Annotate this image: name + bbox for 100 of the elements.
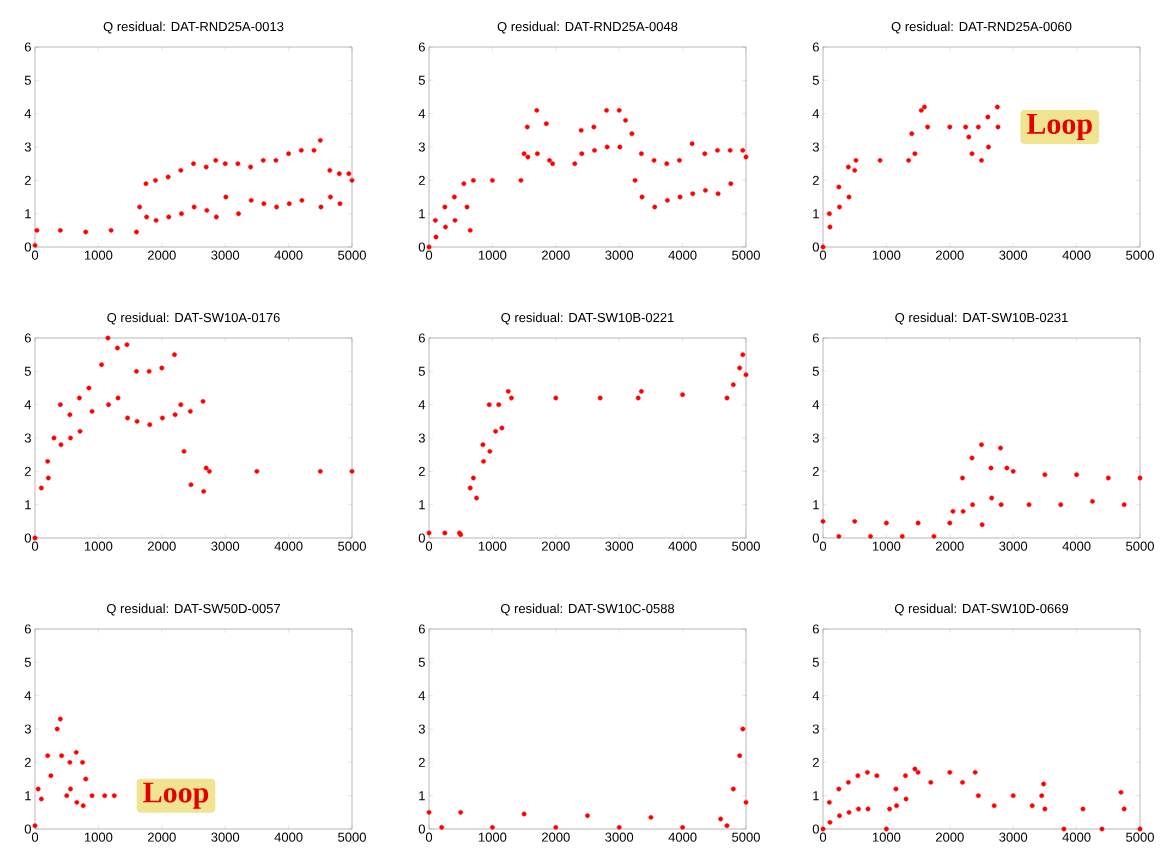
y-tick-label: 3 — [418, 433, 425, 443]
chart-title: Q residual: DAT-SW50D-0057 — [106, 603, 281, 616]
x-tick-label: 4000 — [1062, 832, 1091, 842]
y-tick-label: 0 — [812, 533, 819, 543]
x-tick-label: 4000 — [274, 832, 303, 842]
y-tick-label: 4 — [812, 691, 820, 701]
chart-title: Q residual: DAT-RND25A-0048 — [497, 21, 678, 34]
y-tick-label: 3 — [24, 433, 31, 443]
chart-title: Q residual: DAT-SW10B-0221 — [501, 312, 674, 325]
y-tick-label: 2 — [812, 466, 819, 476]
x-tick-label: 4000 — [1062, 541, 1091, 551]
x-tick-label: 1000 — [872, 250, 901, 260]
x-tick-label: 5000 — [338, 250, 366, 260]
y-tick-label: 2 — [418, 757, 425, 767]
y-tick-label: 2 — [812, 175, 819, 185]
y-tick-label: 4 — [812, 109, 820, 119]
x-tick-label: 4000 — [668, 541, 697, 551]
x-tick-label: 5000 — [732, 541, 760, 551]
y-tick-label: 5 — [812, 75, 819, 85]
y-tick-label: 1 — [25, 500, 31, 510]
y-tick-label: 6 — [24, 42, 31, 52]
y-tick-label: 4 — [812, 400, 820, 410]
x-tick-label: 3000 — [605, 541, 634, 551]
y-tick-label: 1 — [813, 209, 819, 219]
x-tick-label: 1000 — [478, 541, 507, 551]
x-tick-label: 3000 — [999, 250, 1028, 260]
y-tick-label: 5 — [24, 657, 31, 667]
y-tick-label: 4 — [24, 400, 32, 410]
y-tick-label: 1 — [25, 209, 31, 219]
x-tick-label: 2000 — [542, 250, 570, 260]
x-tick-label: 3000 — [999, 832, 1028, 842]
y-tick-label: 0 — [24, 533, 31, 543]
x-tick-label: 1000 — [872, 832, 901, 842]
x-tick-label: 1000 — [84, 250, 113, 260]
y-tick-label: 0 — [418, 824, 425, 834]
x-tick-label: 5000 — [338, 832, 366, 842]
y-tick-label: 5 — [24, 366, 31, 376]
y-tick-label: 1 — [419, 500, 425, 510]
x-tick-label: 5000 — [732, 832, 760, 842]
annotation: Loop — [143, 782, 209, 809]
y-tick-label: 6 — [418, 624, 425, 634]
y-tick-label: 2 — [418, 175, 425, 185]
y-tick-label: 6 — [24, 333, 31, 343]
x-tick-label: 2000 — [936, 832, 964, 842]
y-tick-label: 6 — [24, 624, 31, 634]
x-tick-label: 5000 — [732, 250, 760, 260]
y-tick-label: 6 — [812, 42, 819, 52]
x-tick-label: 1000 — [872, 541, 901, 551]
y-tick-label: 6 — [418, 333, 425, 343]
y-tick-label: 2 — [24, 466, 31, 476]
y-tick-label: 0 — [418, 242, 425, 252]
x-tick-label: 2000 — [542, 541, 570, 551]
x-tick-label: 5000 — [1126, 541, 1154, 551]
y-tick-label: 5 — [812, 657, 819, 667]
chart-title: Q residual: DAT-SW10A-0176 — [107, 312, 280, 325]
y-tick-label: 3 — [418, 142, 425, 152]
y-tick-label: 1 — [419, 209, 425, 219]
x-tick-label: 5000 — [338, 541, 366, 551]
chart-title: Q residual: DAT-SW10C-0588 — [500, 603, 675, 616]
y-tick-label: 3 — [24, 142, 31, 152]
y-tick-label: 1 — [813, 500, 819, 510]
y-tick-label: 6 — [812, 333, 819, 343]
y-tick-label: 2 — [24, 175, 31, 185]
y-tick-label: 5 — [418, 657, 425, 667]
x-tick-label: 4000 — [668, 250, 697, 260]
y-tick-label: 4 — [418, 400, 426, 410]
x-tick-label: 4000 — [274, 250, 303, 260]
y-tick-label: 4 — [24, 109, 32, 119]
x-tick-label: 2000 — [148, 832, 176, 842]
y-tick-label: 5 — [24, 75, 31, 85]
chart-title: Q residual: DAT-RND25A-0013 — [103, 21, 284, 34]
y-tick-label: 5 — [812, 366, 819, 376]
y-tick-label: 4 — [24, 691, 32, 701]
y-tick-label: 3 — [812, 433, 819, 443]
x-tick-label: 2000 — [148, 250, 176, 260]
y-tick-label: 3 — [418, 724, 425, 734]
x-tick-label: 1000 — [84, 832, 113, 842]
y-tick-label: 1 — [813, 791, 819, 801]
x-tick-label: 5000 — [1126, 250, 1154, 260]
y-tick-label: 4 — [418, 691, 426, 701]
x-tick-label: 2000 — [936, 541, 964, 551]
y-tick-label: 0 — [418, 533, 425, 543]
y-tick-label: 0 — [24, 824, 31, 834]
y-tick-label: 1 — [419, 791, 425, 801]
x-tick-label: 4000 — [668, 832, 697, 842]
y-tick-label: 5 — [418, 75, 425, 85]
chart-title: Q residual: DAT-RND25A-0060 — [891, 21, 1072, 34]
y-tick-label: 0 — [24, 242, 31, 252]
x-tick-label: 3000 — [211, 832, 240, 842]
x-tick-label: 1000 — [478, 832, 507, 842]
y-tick-label: 3 — [24, 724, 31, 734]
chart-title: Q residual: DAT-SW10D-0669 — [894, 603, 1069, 616]
x-tick-label: 3000 — [999, 541, 1028, 551]
x-tick-label: 2000 — [148, 541, 176, 551]
x-tick-label: 5000 — [1126, 832, 1154, 842]
x-tick-label: 2000 — [542, 832, 570, 842]
y-tick-label: 2 — [418, 466, 425, 476]
y-tick-label: 6 — [812, 624, 819, 634]
x-tick-label: 4000 — [274, 541, 303, 551]
y-tick-label: 6 — [418, 42, 425, 52]
